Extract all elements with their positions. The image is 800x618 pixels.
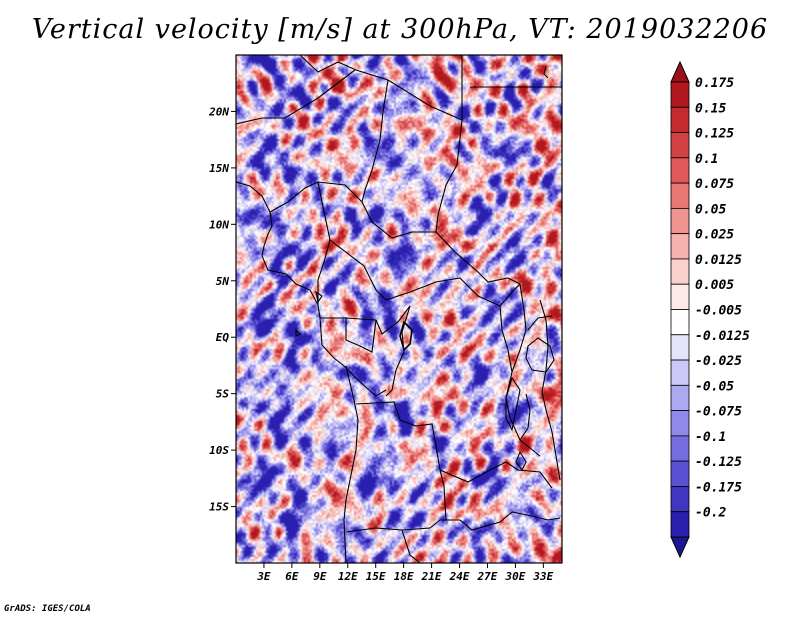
colorbar-swatch (670, 233, 690, 260)
latitude-ticks: 20N 15N 10N 5N EQ 5S 10S 15S (208, 105, 236, 514)
velocity-shading (236, 55, 562, 563)
colorbar-swatch (670, 106, 690, 133)
colorbar-swatch (670, 81, 690, 108)
colorbar-label: -0.05 (695, 379, 734, 394)
lon-tick-label: 6E (285, 570, 299, 583)
colorbar-swatch (670, 182, 690, 209)
colorbar-label: -0.075 (695, 405, 742, 420)
lon-tick-label: 15E (366, 570, 386, 583)
lat-tick-label: EQ (216, 331, 230, 344)
colorbar-label: 0.1 (695, 152, 718, 167)
colorbar-swatch (670, 435, 690, 462)
colorbar-swatch (670, 511, 690, 538)
lat-tick-label: 15S (209, 501, 229, 514)
colorbar-label: 0.125 (695, 127, 734, 142)
lon-tick-label: 33E (532, 570, 553, 583)
country-borders (236, 55, 562, 563)
lat-tick-label: 10N (209, 218, 229, 231)
lon-tick-label: 3E (256, 570, 271, 583)
lat-tick-label: 20N (208, 105, 229, 118)
lat-tick-label: 5S (216, 388, 230, 401)
colorbar-swatch (670, 486, 690, 513)
lon-tick-label: 27E (477, 570, 498, 583)
colorbar-label: -0.0125 (695, 329, 750, 344)
colorbar-swatch (670, 384, 690, 412)
colorbar-label: 0.075 (695, 177, 734, 192)
colorbar-swatch (670, 309, 690, 336)
lon-tick-label: 9E (313, 570, 327, 583)
colorbar-label: 0.0125 (695, 253, 742, 268)
lon-tick-label: 18E (394, 570, 414, 583)
colorbar-label: -0.175 (695, 480, 742, 495)
colorbar-label: -0.1 (695, 430, 726, 445)
colorbar-swatch (670, 359, 690, 386)
lon-tick-label: 12E (338, 570, 358, 583)
colorbar-swatch (670, 460, 690, 487)
velocity-field (236, 55, 562, 563)
colorbar-swatch (670, 207, 690, 235)
colorbar-label: 0.05 (695, 202, 726, 217)
colorbar-swatch (670, 157, 690, 184)
lat-tick-label: 10S (209, 444, 229, 457)
colorbar-label: -0.005 (695, 304, 742, 319)
map-frame (235, 54, 563, 564)
colorbar-label: 0.005 (695, 278, 734, 293)
colorbar-bottom-arrow (670, 536, 690, 559)
colorbar-top-arrow (670, 60, 690, 83)
colorbar-swatch (670, 283, 690, 310)
lat-tick-label: 5N (216, 275, 230, 288)
lat-tick-label: 15N (209, 162, 229, 175)
colorbar-label: -0.2 (695, 506, 726, 521)
colorbar-label: 0.175 (695, 76, 734, 91)
grads-credit: GrADS: IGES/COLA (4, 604, 91, 614)
colorbar-label: 0.15 (695, 101, 726, 116)
colorbar-label: -0.125 (695, 455, 742, 470)
map-title: Vertical velocity [m/s] at 300hPa, VT: 2… (31, 14, 769, 45)
longitude-ticks: 3E 6E 9E 12E 15E 18E 21E 24E 27E 30E 33E (256, 563, 554, 583)
lon-tick-label: 21E (421, 570, 442, 583)
colorbar-label: 0.025 (695, 228, 734, 243)
colorbar-label: -0.025 (695, 354, 742, 369)
colorbar-swatch (670, 132, 690, 159)
colorbar-swatch (670, 258, 690, 285)
colorbar-swatch (670, 410, 690, 437)
lon-tick-label: 30E (504, 570, 525, 583)
colorbar-swatch (670, 334, 690, 361)
lon-tick-label: 24E (449, 570, 470, 583)
colorbar: 0.175 0.15 0.125 0.1 0.075 0.05 0.025 0.0125 0.0… (670, 60, 750, 559)
